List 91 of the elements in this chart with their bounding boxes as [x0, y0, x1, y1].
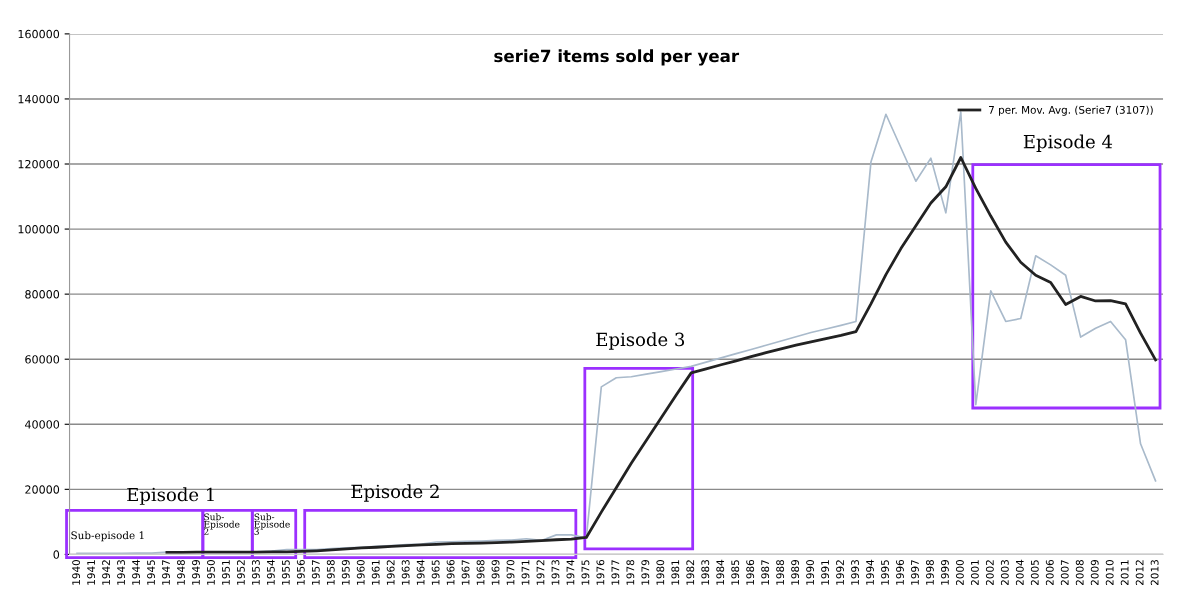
legend-label: 7 per. Mov. Avg. (Serie7 (3107)) [989, 105, 1153, 116]
x-tick-label: 2000 [955, 559, 964, 586]
x-tick-label: 1969 [491, 559, 500, 585]
x-tick-label: 1970 [506, 559, 515, 585]
x-tick-label: 1951 [221, 560, 230, 585]
x-tick-label: 1966 [446, 559, 455, 585]
x-tick-label: 2003 [1000, 560, 1009, 586]
x-tick-label: 1973 [551, 560, 560, 585]
x-tick-label: 1977 [611, 560, 620, 585]
annotation: Episode 4 [1023, 134, 1113, 152]
y-tick-label: 60000 [25, 355, 60, 364]
x-tick-label: 1997 [911, 560, 919, 585]
x-tick-label: 1987 [761, 560, 770, 585]
x-tick-label: 2006 [1045, 559, 1054, 586]
x-tick-label: 1960 [356, 559, 365, 585]
x-tick-label: 1980 [656, 559, 665, 585]
x-tick-label: 2013 [1150, 560, 1159, 586]
x-tick-label: 1976 [596, 559, 605, 585]
annotation: Episode 2 [351, 484, 439, 502]
x-tick-label: 1964 [416, 559, 425, 585]
x-tick-label: 2002 [985, 560, 994, 586]
x-tick-label: 1965 [431, 560, 440, 585]
annotation: Episode 1 [127, 487, 214, 505]
x-tick-label: 1949 [192, 559, 200, 585]
x-tick-label: 1991 [821, 560, 830, 585]
x-tick-label: 1940 [72, 559, 81, 585]
x-tick-label: 1989 [791, 559, 800, 585]
x-tick-label: 2012 [1135, 560, 1144, 586]
x-tick-label: 2005 [1030, 560, 1039, 586]
annotation: Sub-episode 1 [71, 531, 144, 542]
x-tick-label: 1975 [581, 560, 590, 585]
annotation: Sub- Episode 3 [254, 513, 290, 535]
y-tick-label: 0 [53, 550, 60, 559]
x-tick-label: 1957 [311, 560, 320, 585]
x-tick-label: 1983 [701, 560, 710, 585]
y-tick-label: 160000 [18, 29, 60, 39]
x-tick-label: 1979 [641, 559, 650, 585]
x-tick-label: 1963 [401, 560, 410, 585]
x-tick-label: 1985 [731, 560, 740, 585]
x-tick-label: 1944 [132, 559, 140, 585]
x-tick-label: 1999 [940, 559, 949, 585]
annotation: Episode 3 [596, 332, 685, 350]
x-tick-label: 1955 [281, 560, 290, 585]
x-tick-label: 2010 [1105, 559, 1114, 586]
y-tick-label: 40000 [25, 420, 60, 429]
x-tick-label: 2001 [970, 560, 979, 586]
x-tick-label: 1990 [806, 559, 815, 585]
x-tick-label: 1968 [476, 559, 485, 585]
y-tick-label: 100000 [18, 225, 60, 234]
x-tick-label: 1947 [162, 560, 170, 585]
x-tick-label: 1992 [836, 560, 844, 585]
x-tick-label: 1971 [521, 560, 530, 585]
x-tick-label: 1982 [686, 560, 695, 585]
x-tick-label: 2009 [1090, 559, 1099, 586]
y-tick-label: 80000 [25, 290, 60, 299]
x-tick-label: 1941 [87, 560, 96, 585]
y-tick-label: 120000 [18, 159, 60, 169]
x-tick-label: 1950 [206, 559, 215, 585]
x-tick-label: 1988 [776, 559, 785, 585]
x-tick-label: 1995 [881, 560, 889, 585]
x-tick-label: 1954 [266, 559, 275, 585]
x-tick-label: 1959 [341, 559, 350, 585]
x-tick-label: 1952 [236, 560, 245, 585]
x-tick-label: 1956 [296, 559, 305, 585]
y-tick-label: 140000 [18, 94, 60, 104]
y-tick-label: 20000 [25, 485, 60, 494]
x-tick-label: 1962 [386, 560, 395, 585]
x-tick-label: 1972 [536, 560, 545, 585]
x-tick-label: 2008 [1075, 559, 1084, 586]
x-tick-label: 1978 [626, 559, 635, 585]
x-tick-label: 1948 [177, 559, 185, 585]
x-tick-label: 1984 [716, 559, 725, 585]
x-tick-label: 1998 [925, 559, 934, 585]
x-tick-label: 1981 [671, 560, 680, 585]
x-tick-label: 2011 [1120, 560, 1129, 586]
x-tick-label: 1943 [117, 560, 125, 585]
x-tick-label: 2004 [1015, 559, 1024, 586]
x-tick-label: 1961 [371, 560, 380, 585]
x-tick-label: 1993 [851, 560, 859, 585]
x-tick-label: 2007 [1060, 560, 1069, 586]
text: serie7 items sold per year [494, 49, 740, 66]
x-tick-label: 1996 [896, 559, 904, 585]
x-tick-label: 1953 [251, 560, 260, 585]
x-tick-label: 1986 [746, 559, 755, 585]
x-tick-label: 1974 [566, 559, 575, 585]
x-tick-label: 1942 [102, 560, 111, 585]
x-tick-label: 1994 [866, 559, 874, 585]
annotation: Sub- Episode 2 [203, 513, 240, 535]
x-tick-label: 1958 [326, 559, 335, 585]
x-tick-label: 1945 [147, 560, 155, 585]
x-tick-label: 1967 [461, 560, 470, 585]
